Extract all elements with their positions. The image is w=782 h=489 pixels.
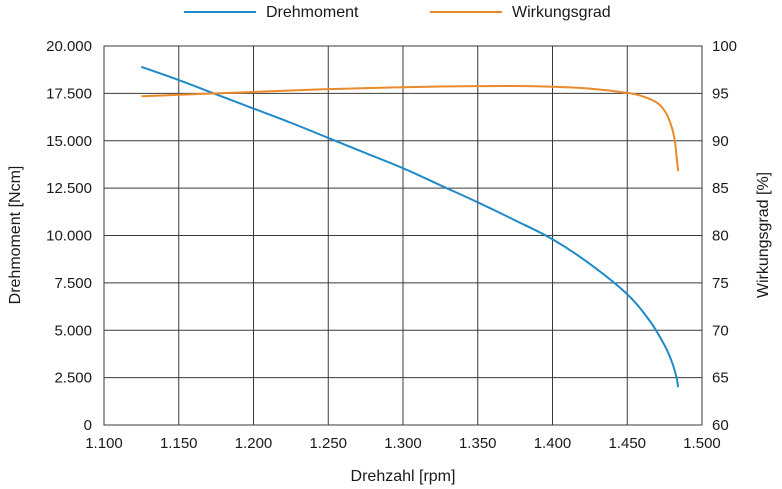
x-tick-label: 1.200 bbox=[235, 435, 273, 452]
y-right-tick-label: 95 bbox=[712, 85, 729, 102]
x-tick-label: 1.500 bbox=[683, 435, 721, 452]
x-tick-label: 1.100 bbox=[85, 435, 123, 452]
y-left-tick-label: 20.000 bbox=[46, 38, 92, 55]
y-left-tick-label: 15.000 bbox=[46, 133, 92, 150]
y-right-tick-label: 75 bbox=[712, 275, 729, 292]
x-tick-label: 1.450 bbox=[608, 435, 646, 452]
y-left-tick-label: 12.500 bbox=[46, 180, 92, 197]
y-left-tick-label: 17.500 bbox=[46, 85, 92, 102]
series bbox=[141, 65, 680, 388]
x-axis-ticks: 1.100 1.150 1.200 1.250 1.300 1.350 1.400 1.450… bbox=[85, 435, 721, 452]
y-left-tick-label: 7.500 bbox=[54, 275, 92, 292]
y-left-tick-label: 2.500 bbox=[54, 370, 92, 387]
x-axis-label: Drehzahl [rpm] bbox=[351, 468, 456, 485]
x-tick-label: 1.300 bbox=[384, 435, 422, 452]
series-line-wirkungsgrad bbox=[141, 84, 680, 172]
y-right-tick-label: 65 bbox=[712, 370, 729, 387]
legend: Drehmoment Wirkungsgrad bbox=[184, 4, 611, 21]
y-axis-left-ticks: 0 2.500 5.000 7.500 10.000 12.500 15.000 17.500… bbox=[46, 38, 92, 434]
y-axis-left-label: Drehmoment [Ncm] bbox=[7, 166, 24, 305]
grid bbox=[103, 45, 703, 426]
y-right-tick-label: 70 bbox=[712, 322, 729, 339]
y-axis-right-ticks: 60 65 70 75 80 85 90 95 100 bbox=[712, 38, 737, 434]
y-right-tick-label: 85 bbox=[712, 180, 729, 197]
y-right-tick-label: 90 bbox=[712, 133, 729, 150]
y-right-tick-label: 80 bbox=[712, 228, 729, 245]
y-left-tick-label: 10.000 bbox=[46, 228, 92, 245]
x-tick-label: 1.150 bbox=[160, 435, 198, 452]
x-tick-label: 1.400 bbox=[534, 435, 572, 452]
series-line-drehmoment bbox=[141, 65, 680, 388]
y-left-tick-label: 5.000 bbox=[54, 322, 92, 339]
plot-area-frame bbox=[103, 45, 703, 426]
y-left-tick-label: 0 bbox=[84, 417, 92, 434]
legend-label-drehmoment: Drehmoment bbox=[266, 4, 359, 21]
y-right-tick-label: 60 bbox=[712, 417, 729, 434]
x-tick-label: 1.350 bbox=[459, 435, 497, 452]
y-right-tick-label: 100 bbox=[712, 38, 737, 55]
x-tick-label: 1.250 bbox=[309, 435, 347, 452]
legend-label-wirkungsgrad: Wirkungsgrad bbox=[512, 4, 611, 21]
y-axis-right-label: Wirkungsgrad [%] bbox=[755, 172, 772, 298]
